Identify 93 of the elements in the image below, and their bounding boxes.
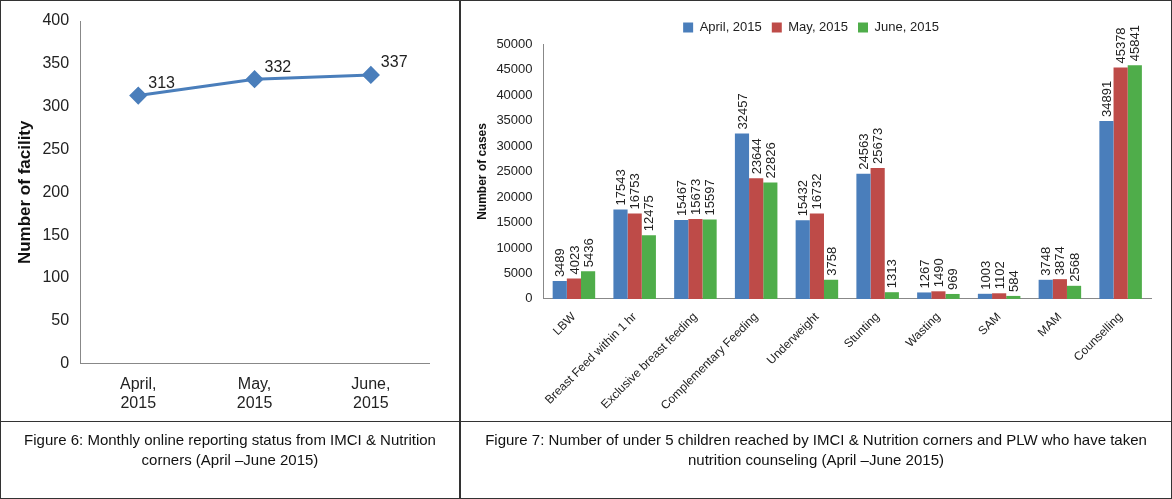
data-label: 1313 [884,259,900,289]
bar [856,173,871,299]
data-label: 1102 [991,261,1007,290]
y-tick-label: 10000 [496,239,533,255]
data-label: 5436 [580,238,596,268]
bar [1052,279,1067,299]
legend-label: May, 2015 [788,19,849,35]
y-tick-label: 30000 [496,137,533,153]
bar [1038,279,1053,299]
data-label: 3748 [1038,246,1054,276]
data-label: 16753 [627,173,643,210]
bar [992,293,1007,299]
y-tick-label: 300 [42,97,70,115]
bar [1099,121,1114,299]
caption: Figure 6: Monthly online reporting status from IMCI & Nutrition corners (April –June 2015) [1,421,459,477]
bar [1066,285,1082,299]
data-label: 15432 [795,180,811,217]
data-label: 3489 [552,248,568,278]
data-label: 3758 [823,246,839,276]
data-label: 24563 [856,133,872,170]
x-tick-label: May, 2015 [236,374,273,411]
bar [749,178,764,299]
y-tick-label: 250 [42,139,70,157]
y-tick-label: 100 [42,268,70,286]
bar [641,235,656,299]
y-axis-title: Number of cases [474,122,489,220]
y-tick-label: 20000 [496,188,533,204]
bar [945,293,960,299]
y-tick-label: 0 [60,354,70,372]
y-tick-label: 200 [42,182,70,200]
data-label: 15467 [673,179,689,217]
data-label: 1490 [930,258,946,288]
data-label: 17543 [613,169,629,206]
data-label: 332 [264,57,292,75]
y-tick-label: 350 [42,54,70,72]
bar [763,182,778,299]
bar [613,209,628,299]
bar [734,133,750,299]
data-label: 969 [945,268,961,290]
y-tick-label: 50000 [496,35,533,51]
bar [702,219,717,299]
bar [823,279,839,299]
data-label: 1003 [977,260,993,290]
data-label: 34891 [1099,80,1115,118]
data-label: 45378 [1113,27,1129,64]
data-label: 16732 [809,173,825,210]
data-label: 15597 [702,179,718,216]
bar [917,292,932,299]
data-label: 584 [1005,270,1021,292]
y-tick-label: 45000 [496,61,533,77]
data-label: 4023 [566,245,582,275]
y-tick-label: 15000 [496,214,533,230]
x-tick-label: April, 2015 [120,374,157,411]
bar [1127,65,1142,299]
y-tick-label: 5000 [503,264,533,280]
data-label: 313 [148,73,176,91]
data-label: 25673 [870,127,886,165]
data-label: 12475 [641,195,657,232]
bar [795,220,810,299]
data-label: 3874 [1052,246,1068,276]
bar [581,271,596,299]
y-tick-label: 0 [525,290,533,306]
bar [870,168,885,299]
bar [809,213,824,299]
bar [552,281,567,299]
data-label: 23644 [748,138,764,175]
bar [931,291,946,299]
data-label: 337 [380,53,408,71]
data-label: 22826 [762,142,778,179]
data-label: 2568 [1066,252,1082,282]
y-tick-label: 25000 [496,163,533,179]
bar [674,220,689,299]
caption: Figure 7: Number of under 5 children reached by IMCI & Nutrition corners and PLW who have taken nutrition counseling (April –June 2015) [461,421,1171,477]
bar [688,219,703,299]
bar [1006,295,1021,299]
data-label: 32457 [734,93,750,130]
y-tick-label: 50 [51,311,70,329]
bar [1113,67,1128,299]
bar [627,213,642,299]
data-label: 1267 [916,259,932,289]
bar [977,293,993,299]
x-tick-label: June, 2015 [351,374,391,411]
y-axis-title: Number of facility [14,119,34,265]
legend-label: April, 2015 [699,19,762,35]
y-tick-label: 35000 [496,112,533,128]
bar [566,278,582,299]
data-label: 15673 [687,178,703,215]
data-label: 45841 [1127,25,1143,62]
y-tick-label: 40000 [496,86,533,102]
y-tick-label: 400 [42,11,70,29]
y-tick-label: 150 [42,225,70,243]
legend-label: June, 2015 [874,19,939,35]
bar [884,292,899,299]
